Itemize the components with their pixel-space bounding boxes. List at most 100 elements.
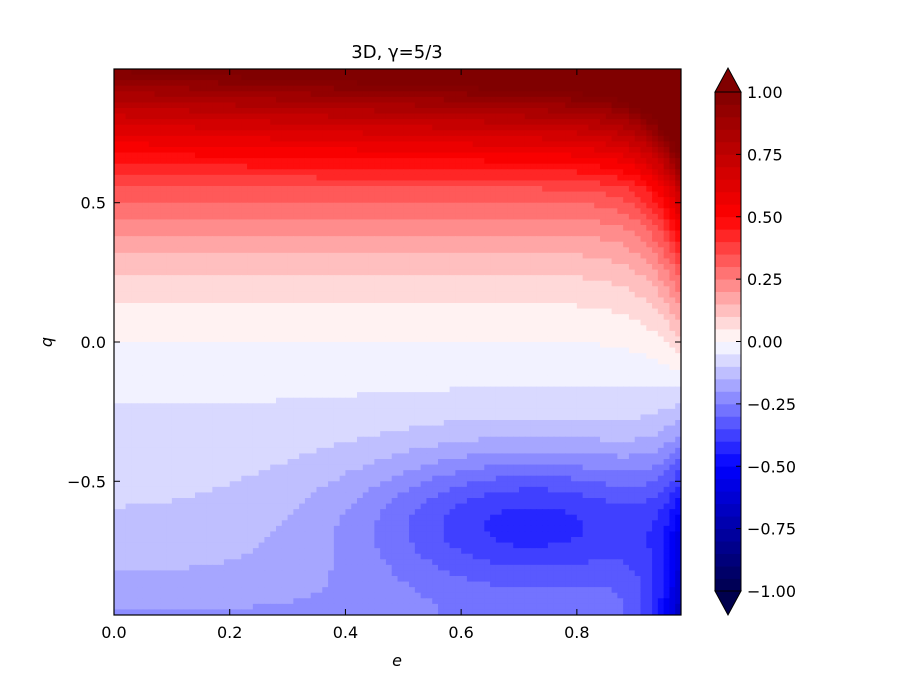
heatmap-cell	[623, 180, 630, 187]
heatmap-cell	[466, 80, 474, 87]
heatmap-cell	[530, 91, 537, 98]
heatmap-cell	[351, 280, 358, 287]
heatmap-cell	[547, 247, 555, 254]
heatmap-cell	[524, 213, 532, 221]
heatmap-cell	[310, 130, 318, 137]
heatmap-cell	[507, 80, 514, 87]
heatmap-cell	[559, 330, 566, 338]
heatmap-cell	[235, 152, 242, 159]
heatmap-cell	[252, 202, 260, 209]
heatmap-cell	[206, 213, 213, 221]
heatmap-cell	[455, 96, 462, 104]
heatmap-cell	[547, 124, 555, 131]
heatmap-cell	[600, 213, 607, 221]
heatmap-cell	[200, 96, 208, 104]
heatmap-cell	[131, 336, 138, 343]
heatmap-cell	[553, 303, 561, 310]
heatmap-cell	[414, 91, 422, 98]
heatmap-cell	[484, 96, 491, 104]
heatmap-cell	[490, 219, 497, 226]
heatmap-cell	[316, 147, 323, 154]
heatmap-cell	[472, 74, 480, 81]
heatmap-cell	[235, 102, 242, 109]
heatmap-cell	[449, 280, 456, 287]
heatmap-cell	[385, 330, 393, 338]
heatmap-cell	[148, 96, 156, 104]
heatmap-cell	[571, 169, 578, 176]
heatmap-cell	[357, 85, 364, 92]
heatmap-cell	[316, 163, 323, 170]
heatmap-cell	[490, 291, 497, 299]
heatmap-cell	[571, 152, 578, 159]
heatmap-cell	[524, 141, 532, 148]
heatmap-cell	[490, 130, 497, 137]
heatmap-cell	[519, 286, 526, 293]
heatmap-cell	[426, 130, 433, 137]
heatmap-cell	[195, 119, 202, 126]
heatmap-cell	[276, 225, 283, 232]
heatmap-cell	[559, 91, 566, 98]
heatmap-cell	[287, 303, 294, 310]
heatmap-cell	[519, 180, 526, 187]
heatmap-cell	[559, 130, 566, 137]
heatmap-cell	[449, 247, 456, 254]
heatmap-cell	[582, 286, 590, 293]
heatmap-cell	[339, 330, 347, 338]
heatmap-cell	[576, 308, 584, 315]
heatmap-cell	[403, 119, 410, 126]
heatmap-cell	[524, 342, 532, 349]
heatmap-cell	[611, 69, 618, 76]
heatmap-cell	[455, 286, 462, 293]
heatmap-cell	[542, 252, 549, 260]
heatmap-cell	[420, 314, 428, 321]
heatmap-cell	[547, 330, 555, 338]
heatmap-cell	[484, 252, 491, 260]
heatmap-cell	[490, 135, 497, 143]
heatmap-cell	[322, 158, 329, 165]
heatmap-cell	[547, 314, 555, 321]
heatmap-cell	[414, 325, 422, 332]
heatmap-cell	[183, 91, 190, 98]
heatmap-cell	[229, 74, 237, 81]
heatmap-cell	[519, 85, 526, 92]
heatmap-cell	[200, 241, 208, 248]
heatmap-cell	[553, 152, 561, 159]
heatmap-cell	[519, 241, 526, 248]
heatmap-cell	[119, 180, 127, 187]
heatmap-cell	[299, 286, 306, 293]
heatmap-cell	[235, 124, 242, 131]
heatmap-cell	[455, 186, 462, 193]
heatmap-cell	[229, 213, 237, 221]
heatmap-cell	[449, 113, 456, 120]
heatmap-cell	[281, 74, 289, 81]
heatmap-cell	[357, 74, 364, 81]
heatmap-cell	[316, 258, 323, 265]
heatmap-cell	[403, 219, 410, 226]
heatmap-cell	[322, 113, 329, 120]
heatmap-cell	[385, 247, 393, 254]
heatmap-cell	[131, 158, 138, 165]
heatmap-cell	[293, 91, 300, 98]
heatmap-cell	[443, 163, 451, 170]
heatmap-cell	[571, 174, 578, 182]
heatmap-cell	[507, 96, 514, 104]
heatmap-cell	[669, 219, 676, 226]
heatmap-cell	[576, 330, 584, 338]
heatmap-cell	[530, 225, 537, 232]
heatmap-cell	[171, 347, 179, 354]
heatmap-cell	[438, 347, 445, 354]
heatmap-cell	[183, 152, 190, 159]
heatmap-cell	[461, 213, 468, 221]
heatmap-cell	[114, 314, 121, 321]
heatmap-cell	[553, 241, 561, 248]
heatmap-cell	[478, 141, 485, 148]
heatmap-cell	[206, 135, 213, 143]
heatmap-cell	[287, 314, 294, 321]
heatmap-cell	[270, 135, 277, 143]
heatmap-cell	[605, 280, 613, 287]
heatmap-cell	[345, 197, 352, 204]
heatmap-cell	[270, 319, 277, 326]
heatmap-cell	[276, 252, 283, 260]
heatmap-cell	[420, 197, 428, 204]
heatmap-cell	[472, 269, 480, 276]
